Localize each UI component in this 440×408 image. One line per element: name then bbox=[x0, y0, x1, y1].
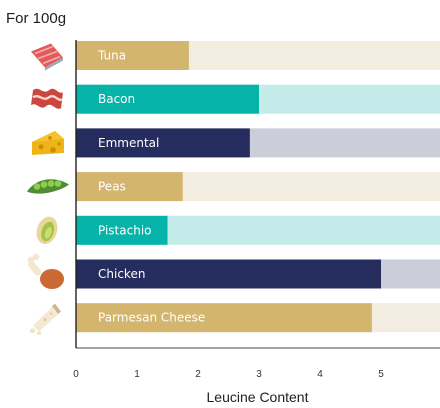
x-tick-label: 2 bbox=[195, 369, 201, 380]
food-icons bbox=[26, 42, 69, 335]
bar-label-chicken: Chicken bbox=[98, 267, 145, 281]
x-axis-label: Leucine Content bbox=[206, 389, 309, 405]
axes: 0 1 2 3 4 5 bbox=[73, 40, 440, 380]
bar-label-peas: Peas bbox=[98, 180, 126, 194]
pistachio-icon bbox=[33, 213, 61, 247]
bar-label-pistachio: Pistachio bbox=[98, 223, 152, 237]
bar-chicken bbox=[76, 259, 381, 289]
x-tick-label: 1 bbox=[134, 369, 140, 380]
bar-bacon bbox=[76, 84, 259, 114]
bar-label-bacon: Bacon bbox=[98, 92, 135, 106]
bar-emmental bbox=[76, 128, 250, 158]
x-tick-label: 4 bbox=[317, 369, 323, 380]
parmesan-cheese-icon bbox=[30, 303, 61, 335]
tuna-steak-icon bbox=[30, 42, 64, 72]
pea-pod-icon bbox=[27, 179, 69, 194]
bar-label-emmental: Emmental bbox=[98, 136, 159, 150]
bar-label-parmesan-cheese: Parmesan Cheese bbox=[98, 311, 205, 325]
bar-parmesan-cheese bbox=[76, 303, 372, 333]
x-tick-label: 3 bbox=[256, 369, 262, 380]
bar-label-tuna: Tuna bbox=[97, 49, 126, 63]
x-tick-label: 0 bbox=[73, 369, 79, 380]
bars: Tuna Bacon Emmental Peas Pistachio Chicken Par… bbox=[76, 41, 440, 333]
emmental-cheese-icon bbox=[32, 130, 64, 155]
bar-tuna bbox=[76, 41, 189, 70]
x-tick-label: 5 bbox=[378, 369, 384, 380]
bar-pistachio bbox=[76, 215, 168, 245]
serving-size-note: For 100g bbox=[6, 10, 67, 27]
bacon-icon bbox=[29, 87, 65, 110]
bar-peas bbox=[76, 172, 183, 202]
chicken-drumstick-icon bbox=[26, 253, 64, 289]
